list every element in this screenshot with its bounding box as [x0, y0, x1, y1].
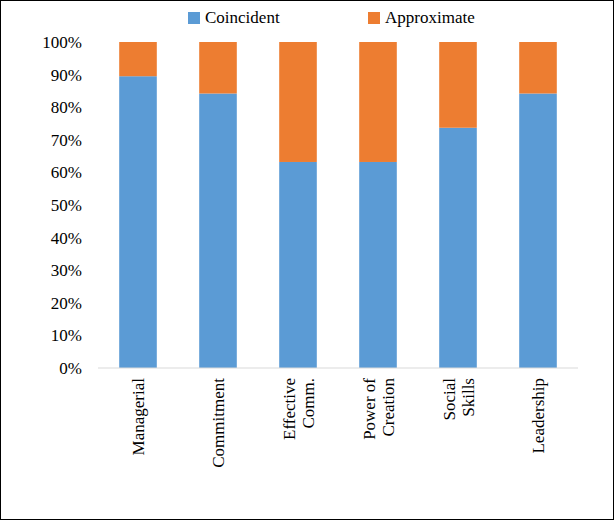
bar-segment [199, 94, 237, 368]
y-tick-label: 60% [51, 163, 82, 182]
bar-segment [439, 42, 477, 128]
x-tick-label: Managerial [129, 378, 148, 456]
y-tick-label: 20% [51, 294, 82, 313]
x-tick-label: SocialSkills [440, 378, 478, 421]
bar-segment [519, 42, 557, 94]
legend-swatch [368, 12, 380, 24]
bar-segment [119, 76, 157, 368]
x-tick-label: Power ofCreation [360, 378, 398, 440]
y-tick-label: 0% [59, 359, 82, 378]
legend-label: Approximate [385, 8, 475, 27]
x-tick-label: EffectiveComm. [280, 378, 318, 440]
y-tick-label: 30% [51, 261, 82, 280]
frame [1, 1, 614, 520]
y-tick-label: 10% [51, 326, 82, 345]
bar-segment [279, 162, 317, 368]
legend-swatch [188, 12, 200, 24]
y-tick-label: 80% [51, 98, 82, 117]
chart: 0% 10% 20% 30% 40% 50% 60% 70% 80% 90% 100% Manager… [0, 0, 614, 520]
y-tick-label: 70% [51, 131, 82, 150]
legend-label: Coincident [205, 8, 280, 27]
bar-segment [279, 42, 317, 162]
bar-segment [359, 162, 397, 368]
bar-segment [359, 42, 397, 162]
bars [119, 42, 557, 368]
bar-segment [519, 94, 557, 368]
bar-segment [439, 128, 477, 368]
x-tick-label: Leadership [529, 378, 548, 454]
y-tick-label: 100% [42, 33, 82, 52]
bar-segment [199, 42, 237, 94]
y-tick-label: 40% [51, 229, 82, 248]
x-tick-label: Commitment [209, 378, 228, 468]
x-axis [98, 368, 578, 369]
y-tick-label: 50% [51, 196, 82, 215]
y-tick-label: 90% [51, 66, 82, 85]
bar-segment [119, 42, 157, 76]
